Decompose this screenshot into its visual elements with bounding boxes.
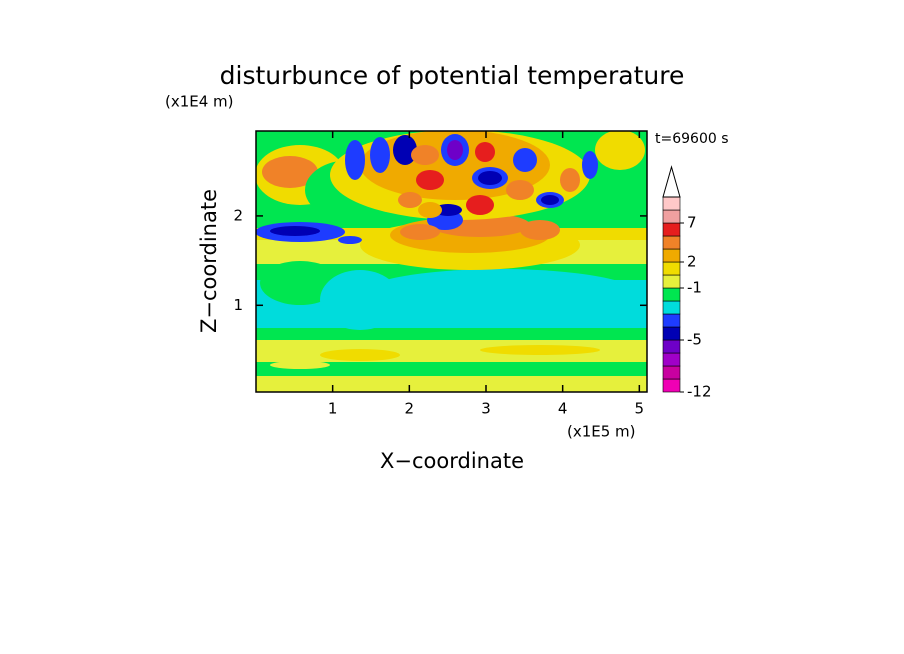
colorbar-box	[662, 378, 681, 393]
field-blob	[270, 361, 330, 369]
field-blob	[350, 295, 530, 325]
contour-field	[256, 131, 647, 392]
field-blob	[560, 168, 580, 192]
colorbar-box	[662, 287, 681, 302]
colorbar-arrow	[662, 165, 681, 198]
colorbar-label: -12	[687, 383, 712, 401]
colorbar-box	[662, 235, 681, 250]
x-tick-label: 2	[405, 400, 415, 418]
field-blob	[398, 192, 422, 208]
colorbar-box	[662, 209, 681, 224]
colorbar-box	[662, 222, 681, 237]
field-blob	[513, 148, 537, 172]
colorbar-box	[662, 339, 681, 354]
y-tick-label: 1	[233, 296, 243, 314]
x-tick-label: 5	[635, 400, 645, 418]
field-band	[256, 328, 647, 340]
y-tick-label: 2	[233, 206, 243, 224]
field-band	[256, 360, 647, 376]
colorbar-label: 2	[687, 253, 697, 271]
y-axis-label: Z−coordinate	[197, 189, 221, 333]
field-blob	[478, 171, 502, 185]
field-blob	[541, 195, 559, 205]
x-unit: (x1E5 m)	[567, 423, 636, 441]
x-axis-label: X−coordinate	[380, 449, 524, 473]
field-band	[256, 376, 647, 392]
colorbar-box	[662, 313, 681, 328]
colorbar-label: -1	[687, 279, 702, 297]
field-blob	[480, 345, 600, 355]
field-blob	[506, 180, 534, 200]
field-blob	[393, 135, 417, 165]
colorbar-box	[662, 352, 681, 367]
colorbar-box	[662, 326, 681, 341]
field-blob	[560, 196, 640, 224]
field-blob	[345, 140, 365, 180]
colorbar-box	[662, 248, 681, 263]
field-blob	[595, 131, 645, 170]
field-blob	[582, 151, 598, 179]
field-blob	[447, 140, 463, 160]
colorbar-box	[662, 261, 681, 276]
colorbar-label: 7	[687, 214, 697, 232]
field-blob	[418, 202, 442, 218]
field-blob	[260, 261, 340, 305]
field-blob	[270, 226, 320, 236]
field-blob	[466, 195, 494, 215]
plot-frame	[255, 130, 648, 393]
colorbar-label: -5	[687, 331, 702, 349]
field-blob	[320, 349, 400, 361]
x-tick-label: 1	[328, 400, 338, 418]
field-blob	[475, 142, 495, 162]
colorbar-box	[662, 196, 681, 211]
y-unit: (x1E4 m)	[165, 93, 234, 111]
field-blob	[411, 145, 439, 165]
colorbar-box	[662, 365, 681, 380]
colorbar-box	[662, 274, 681, 289]
annotation: t=69600 s	[655, 131, 729, 147]
colorbar-box	[662, 300, 681, 315]
field-blob	[262, 156, 318, 188]
x-tick-label: 4	[558, 400, 568, 418]
field-blob	[338, 236, 362, 244]
field-blob	[520, 220, 560, 240]
chart-title: disturbunce of potential temperature	[220, 61, 685, 90]
x-tick-label: 3	[481, 400, 491, 418]
field-blob	[416, 170, 444, 190]
field-blob	[370, 137, 390, 173]
field-blob	[400, 224, 440, 240]
